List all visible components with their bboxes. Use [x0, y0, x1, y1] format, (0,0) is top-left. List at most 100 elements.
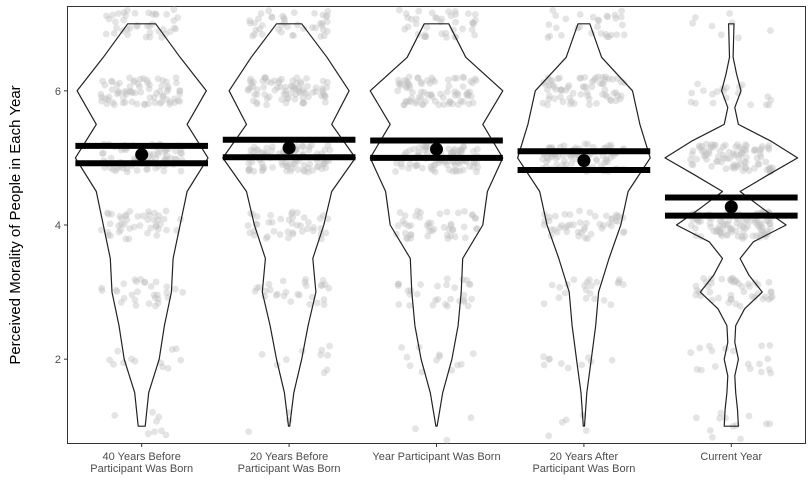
data-point: [452, 18, 459, 26]
data-point: [557, 86, 565, 94]
data-point: [283, 167, 290, 175]
data-point: [576, 74, 584, 82]
data-point: [694, 80, 701, 88]
data-point: [444, 76, 452, 84]
data-point: [277, 215, 285, 223]
data-point: [324, 351, 331, 359]
data-point: [601, 75, 609, 83]
data-point: [445, 82, 453, 90]
data-point: [320, 296, 328, 303]
data-point: [406, 362, 414, 370]
data-point: [267, 211, 274, 219]
data-point: [558, 222, 565, 229]
data-point: [738, 233, 746, 240]
data-point: [447, 232, 454, 240]
data-point: [144, 229, 151, 237]
data-point: [765, 366, 773, 373]
data-point: [726, 225, 734, 233]
data-point: [174, 14, 182, 21]
data-point: [548, 77, 556, 84]
data-point: [451, 7, 459, 15]
y-tick-label: 4: [55, 220, 61, 232]
data-point: [602, 212, 610, 220]
data-point: [599, 91, 606, 98]
data-point: [280, 14, 288, 21]
data-point: [395, 301, 403, 308]
data-point: [107, 154, 115, 162]
data-point: [315, 162, 322, 170]
data-point: [134, 213, 142, 220]
data-point: [438, 30, 446, 38]
data-point: [767, 27, 774, 34]
data-point: [396, 80, 404, 88]
data-point: [246, 229, 254, 237]
data-point: [552, 12, 560, 19]
data-point: [722, 165, 730, 173]
data-point: [137, 88, 145, 96]
data-point: [473, 159, 480, 167]
data-point: [457, 149, 465, 157]
data-point: [430, 161, 438, 169]
data-point: [758, 143, 766, 150]
data-point: [555, 294, 563, 302]
data-point: [598, 225, 606, 232]
data-point: [758, 342, 765, 350]
data-point: [141, 278, 149, 286]
data-point: [318, 165, 326, 173]
data-point: [728, 228, 736, 236]
data-point: [284, 228, 292, 236]
data-point: [103, 100, 111, 108]
data-point: [404, 79, 411, 87]
data-point: [594, 16, 602, 24]
data-point: [575, 232, 582, 240]
data-point: [112, 18, 119, 26]
data-point: [308, 141, 315, 149]
data-point: [742, 164, 750, 172]
data-point: [421, 147, 429, 154]
data-point: [425, 219, 432, 227]
data-point: [288, 83, 296, 91]
data-point: [321, 146, 329, 154]
data-point: [245, 167, 253, 175]
data-point: [764, 144, 772, 152]
data-point: [581, 282, 588, 289]
data-point: [283, 163, 291, 170]
data-point: [707, 141, 715, 149]
data-point: [149, 151, 157, 158]
data-point: [607, 97, 615, 105]
data-point: [123, 168, 131, 176]
data-point: [568, 159, 575, 167]
data-point: [270, 228, 278, 235]
data-point: [692, 14, 699, 21]
data-point: [155, 413, 163, 421]
data-point: [260, 164, 268, 172]
data-point: [263, 95, 271, 102]
data-point: [414, 74, 422, 82]
data-point: [727, 295, 735, 303]
data-point: [752, 219, 759, 227]
data-point: [762, 293, 769, 301]
data-point: [413, 162, 420, 170]
data-point: [562, 416, 570, 424]
data-point: [703, 156, 710, 163]
data-point: [469, 211, 476, 219]
data-point: [403, 82, 410, 90]
data-point: [605, 33, 613, 41]
data-point: [320, 301, 328, 308]
data-point: [154, 299, 162, 307]
data-point: [539, 99, 547, 107]
data-point: [289, 213, 297, 221]
data-point: [265, 93, 273, 101]
data-point: [147, 224, 155, 232]
data-point: [417, 78, 425, 86]
data-point: [710, 141, 718, 149]
data-point: [289, 160, 297, 168]
data-point: [472, 17, 479, 24]
data-point: [451, 145, 458, 153]
data-point: [407, 231, 414, 239]
data-point: [420, 33, 428, 41]
data-point: [285, 234, 292, 242]
data-point: [564, 364, 572, 372]
data-point: [470, 20, 477, 28]
data-point: [716, 229, 724, 237]
